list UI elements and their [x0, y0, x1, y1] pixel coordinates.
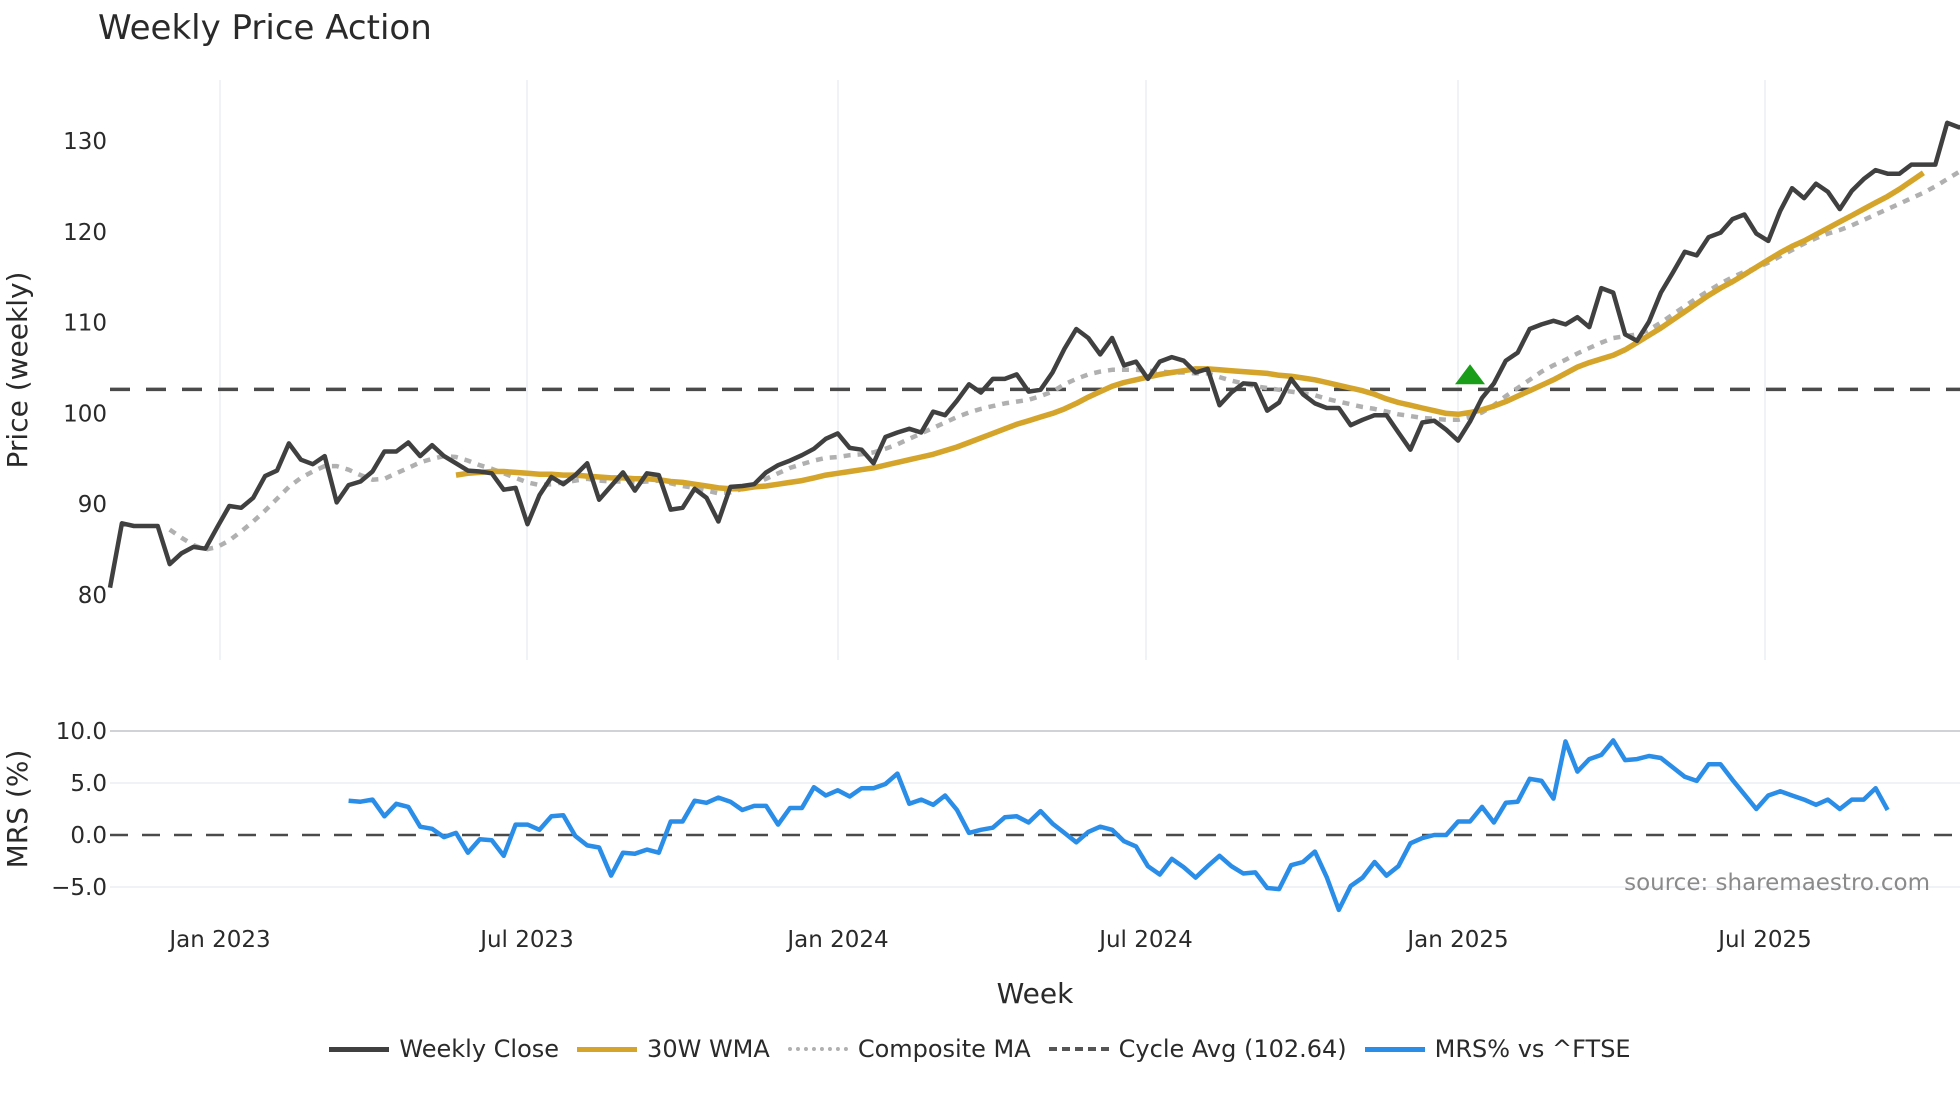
legend-label: Weekly Close — [399, 1035, 560, 1063]
legend-item[interactable]: Composite MA — [787, 1035, 1031, 1063]
legend-item[interactable]: Cycle Avg (102.64) — [1048, 1035, 1347, 1063]
x-tick-label: Jul 2024 — [1097, 927, 1193, 953]
legend-swatch-icon — [787, 1047, 848, 1051]
y-tick-label: −5.0 — [51, 875, 107, 901]
legend-swatch-icon — [1048, 1047, 1109, 1051]
chart-title: Weekly Price Action — [98, 8, 432, 48]
x-tick-label: Jan 2024 — [785, 927, 888, 953]
x-tick-label: Jan 2023 — [167, 927, 270, 953]
y-tick-label: 120 — [63, 220, 107, 246]
grid-lines — [110, 80, 1960, 888]
mrs-line — [348, 738, 1890, 913]
price-y-axis-title: Price (weekly) — [1, 272, 34, 469]
x-axis-title: Week — [997, 977, 1074, 1010]
legend-swatch-icon — [329, 1046, 390, 1052]
legend-item[interactable]: Weekly Close — [329, 1035, 559, 1063]
wma-line — [455, 170, 1925, 492]
y-tick-label: 100 — [63, 401, 107, 427]
y-tick-label: 110 — [63, 311, 107, 337]
source-note: source: sharemaestro.com — [1624, 870, 1930, 896]
composite-ma-line — [168, 168, 1960, 552]
legend-item[interactable]: MRS% vs ^FTSE — [1364, 1035, 1631, 1063]
y-tick-label: 5.0 — [70, 771, 107, 797]
legend: Weekly Close 30W WMA Composite MA Cycle Avg… — [0, 1035, 1960, 1063]
legend-item[interactable]: 30W WMA — [577, 1035, 770, 1063]
y-tick-label: 130 — [63, 129, 107, 155]
mrs-y-axis: 10.0 5.0 0.0 −5.0 — [51, 719, 107, 901]
x-tick-label: Jul 2025 — [1716, 927, 1812, 953]
legend-label: MRS% vs ^FTSE — [1434, 1035, 1631, 1063]
x-tick-label: Jan 2025 — [1405, 927, 1508, 953]
y-tick-label: 0.0 — [70, 823, 107, 849]
y-tick-label: 80 — [78, 583, 107, 609]
mrs-y-axis-title: MRS (%) — [1, 750, 34, 869]
legend-label: Cycle Avg (102.64) — [1118, 1035, 1347, 1063]
weekly-close-line — [107, 120, 1960, 589]
buy-signal-triangle-icon — [1455, 364, 1486, 385]
legend-label: Composite MA — [857, 1035, 1031, 1063]
legend-swatch-icon — [1364, 1046, 1425, 1052]
y-tick-label: 90 — [78, 492, 107, 518]
legend-label: 30W WMA — [647, 1035, 770, 1063]
x-tick-label: Jul 2023 — [478, 927, 574, 953]
price-y-axis: 130 120 110 100 90 80 — [63, 129, 107, 609]
x-axis: Jan 2023 Jul 2023 Jan 2024 Jul 2024 Jan 2025… — [167, 927, 1811, 953]
legend-swatch-icon — [577, 1046, 638, 1052]
y-tick-label: 10.0 — [56, 719, 107, 745]
